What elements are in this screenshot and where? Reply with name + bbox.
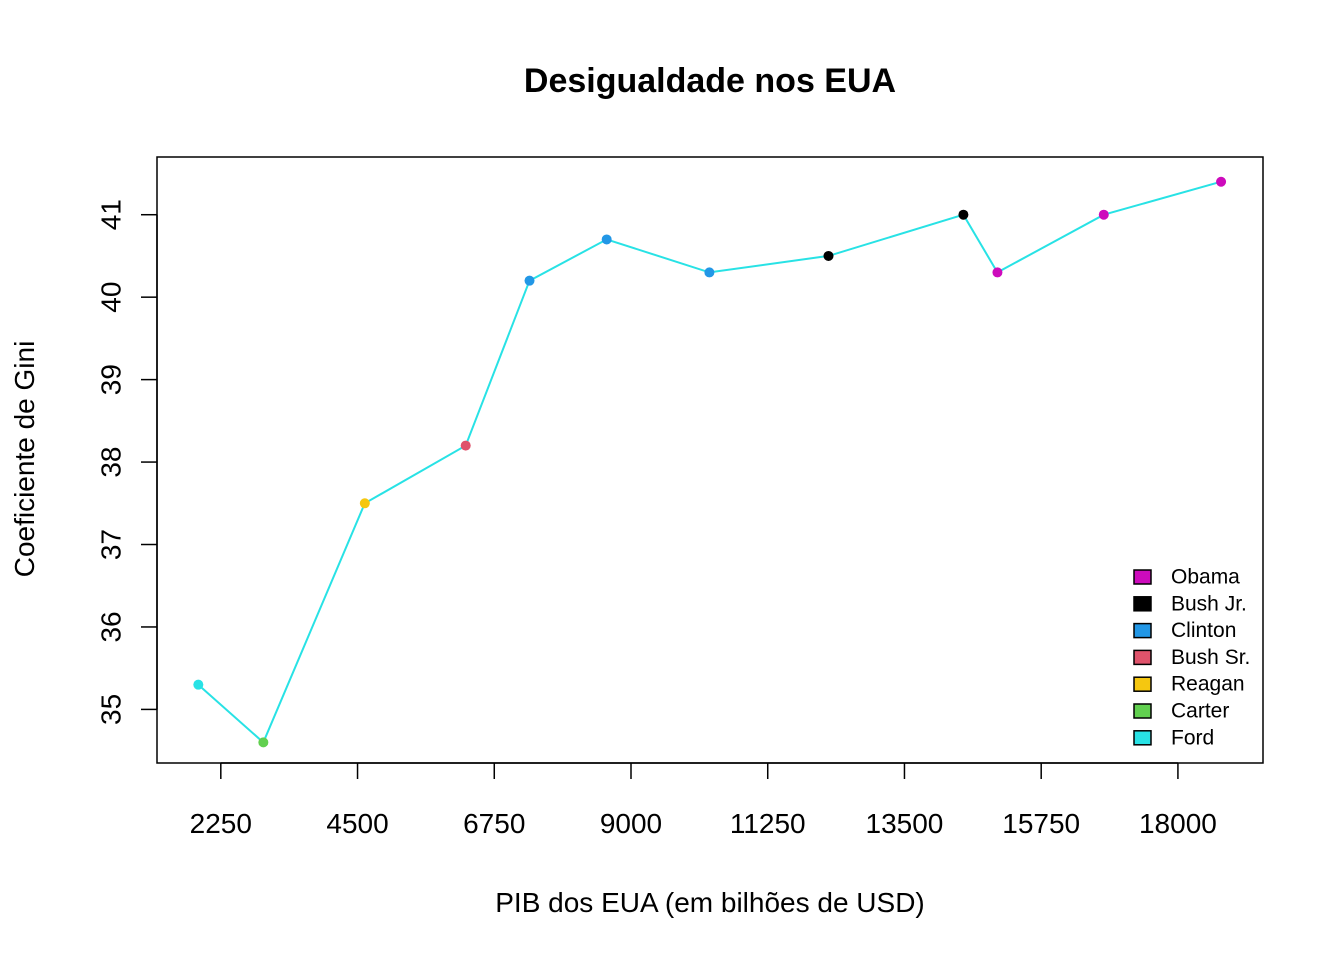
series-line xyxy=(197,180,1222,745)
y-axis-label: Coeficiente de Gini xyxy=(9,341,40,578)
x-tick-label: 15750 xyxy=(1002,808,1080,839)
x-axis: 2250 4500 6750 9000 11250 13500 15750 18000 xyxy=(190,762,1217,839)
data-point xyxy=(193,679,204,690)
data-point xyxy=(460,440,471,451)
legend-label: Clinton xyxy=(1171,619,1236,642)
data-point xyxy=(1216,176,1227,187)
y-tick-label: 37 xyxy=(96,529,127,560)
legend-label: Carter xyxy=(1171,700,1229,723)
x-tick-label: 18000 xyxy=(1139,808,1217,839)
y-axis: 35 36 37 38 39 40 41 xyxy=(96,199,158,725)
legend-swatch xyxy=(1133,596,1152,612)
data-point xyxy=(704,267,715,278)
legend-label: Ford xyxy=(1171,726,1214,749)
legend-swatch xyxy=(1133,622,1152,639)
data-point xyxy=(823,250,834,261)
legend-swatch xyxy=(1133,569,1152,585)
data-point xyxy=(359,498,370,509)
data-point xyxy=(1098,209,1109,220)
legend-label: Obama xyxy=(1171,566,1240,589)
legend-swatch xyxy=(1133,703,1152,719)
series xyxy=(193,176,1227,748)
legend-label: Reagan xyxy=(1171,673,1245,696)
data-point xyxy=(524,275,535,286)
data-point xyxy=(601,234,612,245)
x-tick-label: 13500 xyxy=(866,808,944,839)
x-tick-label: 4500 xyxy=(326,808,388,839)
legend-label: Bush Sr. xyxy=(1171,646,1250,669)
y-tick-label: 38 xyxy=(96,446,127,477)
data-point xyxy=(958,209,969,220)
x-tick-label: 2250 xyxy=(190,808,252,839)
chart-title: Desigualdade nos EUA xyxy=(524,62,896,100)
legend-swatch xyxy=(1133,676,1152,692)
y-tick-label: 36 xyxy=(96,611,127,642)
plot-frame xyxy=(156,156,1264,764)
data-point xyxy=(258,737,269,748)
y-tick-label: 41 xyxy=(96,199,127,230)
x-tick-label: 9000 xyxy=(600,808,662,839)
legend-swatch xyxy=(1133,730,1152,746)
x-tick-label: 11250 xyxy=(730,808,806,839)
x-axis-label: PIB dos EUA (em bilhões de USD) xyxy=(495,887,925,918)
legend: Obama Bush Jr. Clinton Bush Sr. Reagan Carter… xyxy=(1133,566,1250,749)
data-point xyxy=(992,267,1003,278)
y-tick-label: 35 xyxy=(96,694,127,725)
y-tick-label: 40 xyxy=(96,282,127,313)
legend-swatch xyxy=(1133,649,1152,666)
legend-label: Bush Jr. xyxy=(1171,592,1247,615)
y-tick-label: 39 xyxy=(96,364,127,395)
x-tick-label: 6750 xyxy=(463,808,525,839)
